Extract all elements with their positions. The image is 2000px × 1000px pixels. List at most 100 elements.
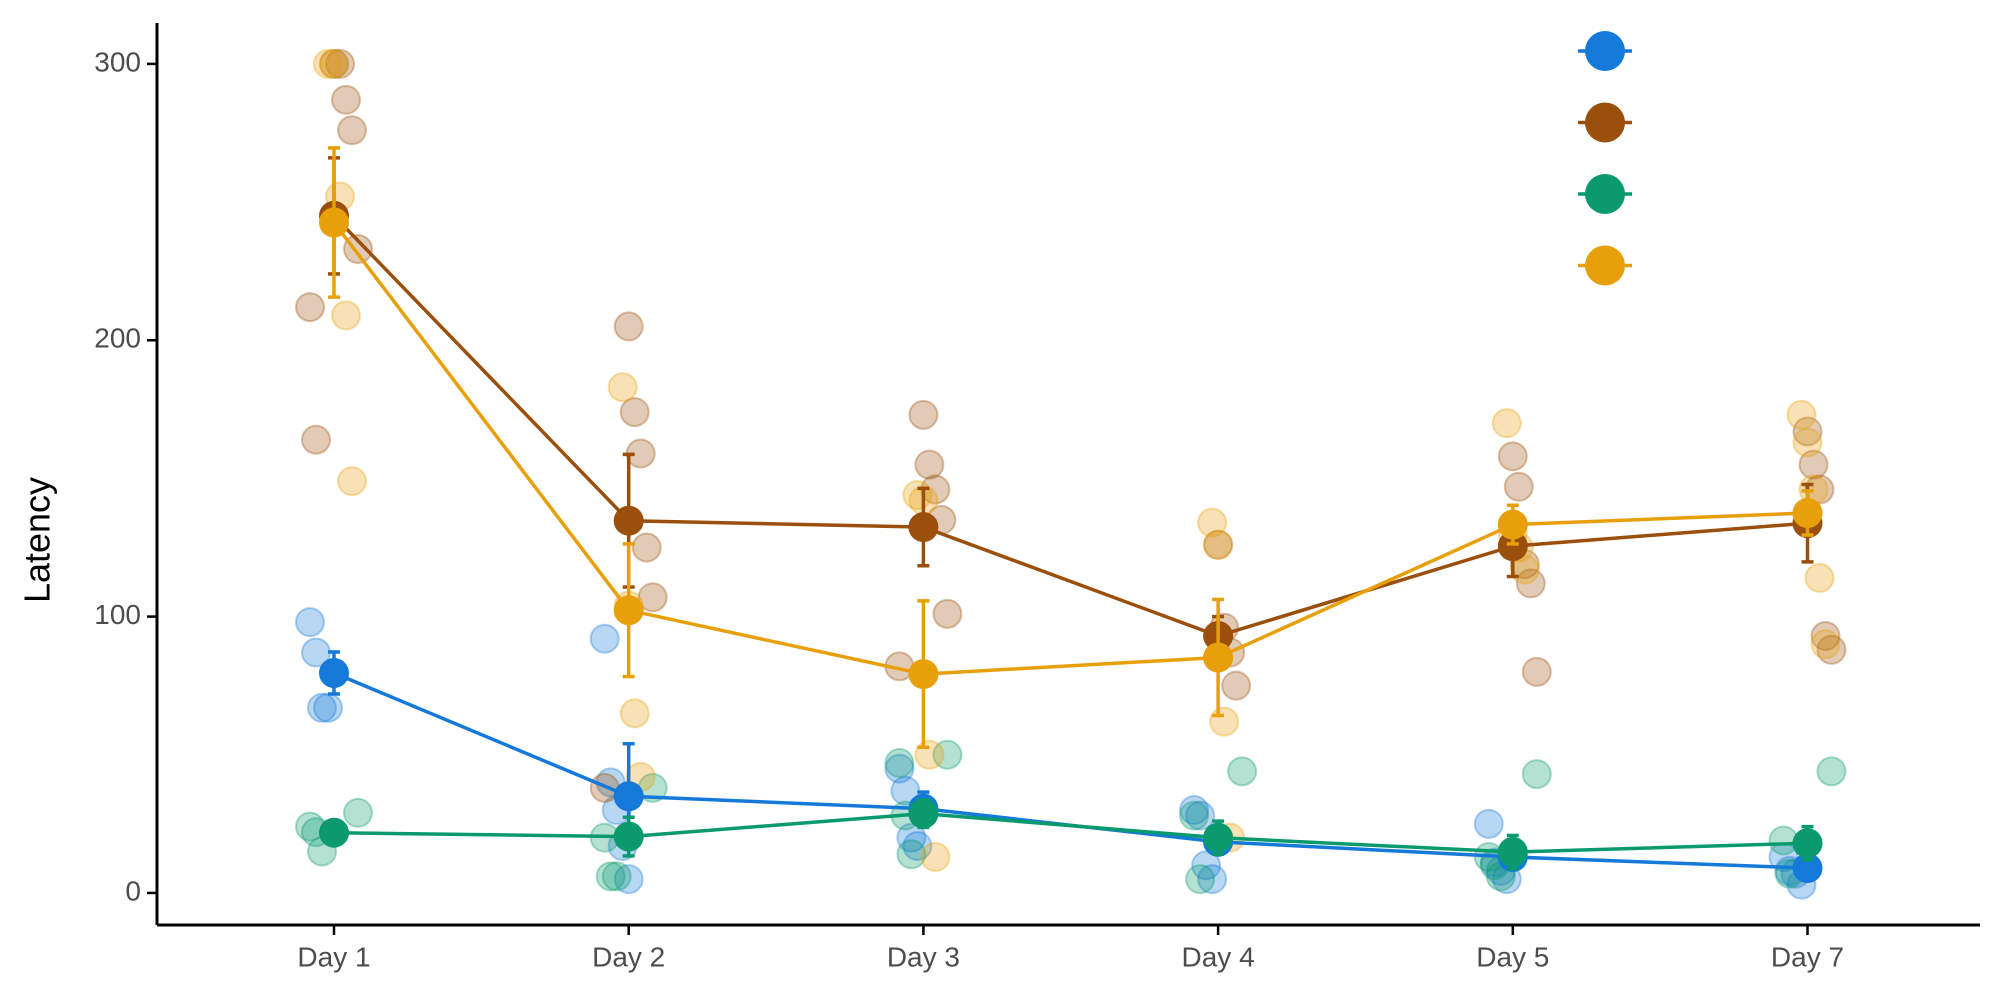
raw-point xyxy=(914,449,945,480)
raw-point xyxy=(613,311,644,342)
mean-point xyxy=(613,505,644,536)
raw-point xyxy=(1179,800,1210,831)
mean-point xyxy=(1792,853,1823,884)
raw-point xyxy=(1792,427,1823,458)
mean-point xyxy=(1203,642,1234,673)
series-line xyxy=(333,811,1808,854)
raw-point xyxy=(1197,864,1228,895)
raw-point xyxy=(343,797,373,828)
series-line xyxy=(333,671,1808,870)
raw-point xyxy=(607,372,638,403)
raw-point xyxy=(295,292,325,323)
raw-point xyxy=(1179,795,1210,826)
raw-point xyxy=(613,864,644,895)
raw-point xyxy=(337,466,367,497)
raw-point xyxy=(1804,562,1835,593)
raw-point xyxy=(619,698,650,729)
raw-point xyxy=(319,48,349,79)
raw-point xyxy=(337,115,367,146)
legend-marker xyxy=(1585,245,1625,286)
raw-point xyxy=(1792,416,1823,447)
raw-point xyxy=(307,692,337,723)
raw-point xyxy=(1798,449,1829,480)
raw-point xyxy=(295,607,325,638)
raw-point xyxy=(325,48,355,79)
raw-point xyxy=(1221,670,1252,701)
y-tick-label: 200 xyxy=(94,323,141,354)
raw-point xyxy=(1515,568,1546,599)
mean-point xyxy=(613,781,644,812)
raw-point xyxy=(601,861,632,892)
mean-point xyxy=(319,657,349,688)
series-line xyxy=(332,221,1808,676)
x-tick-label: Day 3 xyxy=(887,941,960,972)
mean-point xyxy=(908,798,939,829)
legend-marker xyxy=(1585,102,1625,143)
mean-point xyxy=(319,817,349,848)
mean-point xyxy=(908,512,939,543)
mean-point xyxy=(1792,828,1823,859)
mean-point xyxy=(613,595,644,626)
raw-point xyxy=(1503,471,1534,502)
raw-point xyxy=(331,300,361,331)
mean-point xyxy=(1203,822,1234,853)
legend-marker xyxy=(1585,174,1625,214)
mean-point xyxy=(319,207,349,238)
raw-point xyxy=(319,48,349,79)
x-tick-label: Day 2 xyxy=(592,941,665,972)
raw-point xyxy=(1203,529,1234,560)
raw-point xyxy=(932,739,963,770)
raw-point xyxy=(313,692,343,723)
raw-point xyxy=(896,839,927,870)
raw-point xyxy=(1185,864,1216,895)
mean-point xyxy=(613,821,644,852)
mean-point xyxy=(1497,531,1528,562)
raw-point xyxy=(1521,656,1552,687)
raw-point xyxy=(1209,706,1240,737)
x-tick-label: Day 7 xyxy=(1771,941,1844,972)
series-line xyxy=(332,214,1808,638)
raw-point xyxy=(301,424,331,455)
y-tick-label: 0 xyxy=(125,875,141,906)
raw-point xyxy=(1203,529,1234,560)
raw-point xyxy=(589,623,620,654)
raw-point xyxy=(631,532,662,563)
raw-point xyxy=(1810,629,1841,660)
raw-point xyxy=(1191,850,1222,881)
raw-point xyxy=(619,397,650,428)
mean-point xyxy=(1497,837,1528,868)
raw-point xyxy=(920,842,951,873)
raw-point xyxy=(1521,759,1552,790)
x-tick-label: Day 4 xyxy=(1182,941,1255,972)
raw-point xyxy=(1197,507,1228,538)
raw-point xyxy=(884,748,915,779)
raw-point xyxy=(884,753,915,784)
raw-point xyxy=(1816,634,1847,665)
raw-point xyxy=(1185,800,1216,831)
x-tick-label: Day 5 xyxy=(1476,941,1549,972)
y-axis-label: Latency xyxy=(17,477,58,603)
raw-point xyxy=(1227,756,1258,787)
raw-point xyxy=(637,582,668,613)
raw-point xyxy=(902,830,933,861)
raw-point xyxy=(331,84,361,115)
raw-point xyxy=(313,48,343,79)
raw-point xyxy=(1473,808,1504,839)
y-tick-label: 100 xyxy=(94,599,141,630)
raw-point xyxy=(1491,408,1522,439)
mean-point xyxy=(1792,497,1823,528)
legend-marker xyxy=(1585,31,1625,71)
raw-point xyxy=(1810,620,1841,651)
raw-point xyxy=(932,598,963,629)
raw-point xyxy=(896,822,927,853)
raw-point xyxy=(1786,399,1817,430)
mean-point xyxy=(1497,509,1528,540)
raw-point xyxy=(914,739,945,770)
x-tick-label: Day 1 xyxy=(297,941,370,972)
y-tick-label: 300 xyxy=(94,46,141,77)
raw-point xyxy=(1816,756,1847,787)
mean-point xyxy=(908,659,939,690)
raw-point xyxy=(1497,441,1528,472)
raw-point xyxy=(908,399,939,430)
